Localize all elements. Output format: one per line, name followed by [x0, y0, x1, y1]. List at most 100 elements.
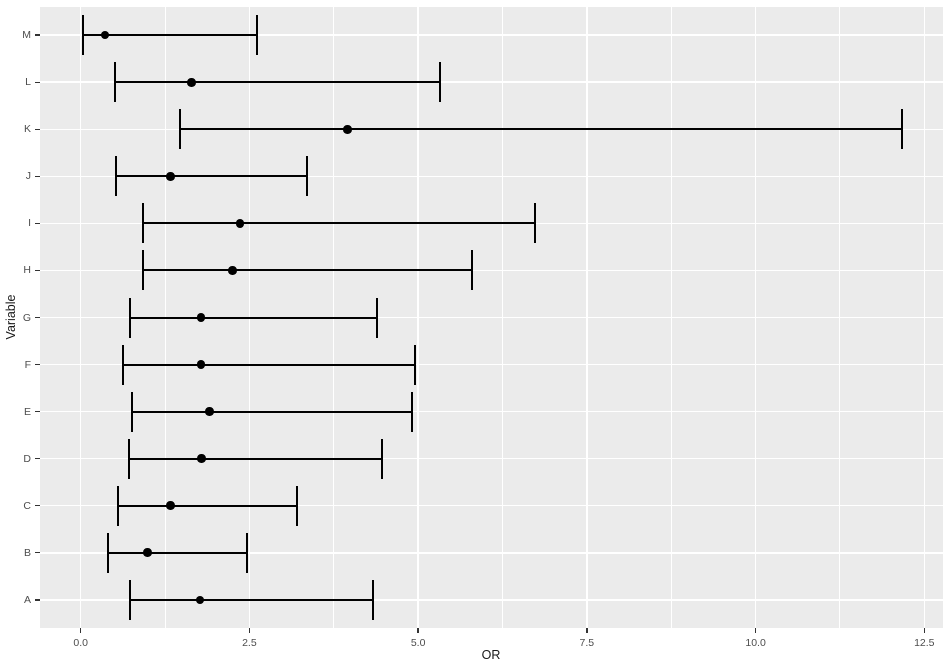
y-tick-label: J	[25, 170, 31, 183]
y-tick-label: B	[23, 546, 31, 559]
grid-major-horizontal	[40, 175, 943, 178]
point-E	[205, 407, 214, 416]
x-tick-label: 0.0	[73, 637, 88, 649]
x-tick-label: 5.0	[410, 637, 426, 649]
x-axis-tick	[586, 628, 588, 633]
y-axis-tick	[35, 551, 40, 554]
y-axis-tick	[35, 599, 40, 601]
y-tick-label: L	[25, 76, 31, 89]
x-tick-label: 12.5	[914, 637, 935, 649]
errorbar-cap-low-E	[130, 391, 133, 432]
errorbar-line-H	[142, 269, 473, 272]
y-tick-label: E	[23, 405, 31, 418]
y-axis-tick	[35, 128, 40, 131]
point-J	[166, 172, 175, 181]
y-axis-tick	[35, 81, 40, 84]
y-tick-label: A	[23, 593, 31, 606]
x-axis-title: OR	[481, 648, 501, 662]
y-tick-label: H	[23, 264, 31, 277]
errorbar-line-K	[179, 128, 903, 131]
y-axis-tick	[35, 410, 40, 413]
point-A	[195, 595, 205, 605]
grid-major-horizontal	[40, 410, 943, 413]
errorbar-cap-low-C	[117, 485, 120, 526]
point-M	[100, 30, 110, 40]
x-tick-label: 7.5	[579, 637, 595, 649]
errorbar-cap-high-M	[255, 15, 258, 56]
errorbar-line-L	[115, 81, 441, 84]
errorbar-cap-high-E	[411, 391, 414, 432]
errorbar-cap-high-D	[381, 438, 384, 479]
y-tick-label: M	[22, 29, 31, 42]
errorbar-cap-high-C	[296, 485, 299, 526]
y-axis-tick	[35, 222, 40, 225]
y-axis-tick	[35, 269, 40, 272]
x-axis-tick	[417, 628, 419, 633]
errorbar-cap-high-G	[375, 297, 378, 338]
point-G	[196, 313, 206, 322]
grid-major-horizontal	[40, 598, 943, 601]
errorbar-line-M	[82, 34, 257, 37]
errorbar-cap-high-A	[371, 579, 374, 620]
errorbar-cap-high-B	[245, 532, 248, 573]
y-axis-tick	[35, 504, 40, 507]
errorbar-line-G	[129, 316, 377, 319]
grid-major-horizontal	[40, 316, 943, 319]
y-axis-tick	[35, 34, 40, 36]
errorbar-cap-low-D	[128, 438, 131, 479]
y-tick-label: F	[24, 358, 31, 371]
errorbar-cap-high-L	[439, 62, 442, 103]
errorbar-cap-high-J	[305, 156, 308, 197]
y-tick-label: D	[23, 452, 31, 465]
errorbar-line-F	[123, 363, 415, 366]
errorbar-cap-low-A	[128, 579, 131, 620]
y-axis-tick	[35, 316, 40, 319]
y-axis-tick	[35, 457, 40, 460]
grid-major-horizontal	[40, 34, 943, 37]
errorbar-cap-high-I	[533, 203, 536, 244]
grid-major-horizontal	[40, 457, 943, 460]
errorbar-cap-low-J	[114, 156, 117, 197]
errorbar-line-D	[129, 457, 383, 460]
errorbar-cap-low-L	[114, 62, 117, 103]
point-D	[197, 454, 206, 463]
y-axis-tick	[35, 175, 40, 178]
x-axis-tick	[79, 628, 82, 633]
grid-major-horizontal	[40, 269, 943, 272]
errorbar-line-I	[142, 222, 535, 225]
errorbar-cap-low-M	[81, 15, 84, 56]
errorbar-line-J	[115, 175, 307, 178]
errorbar-line-B	[108, 551, 247, 554]
grid-major-horizontal	[40, 504, 943, 507]
x-tick-label: 10.0	[745, 637, 766, 649]
point-F	[196, 360, 206, 369]
x-axis-tick	[754, 628, 757, 633]
grid-major-horizontal	[40, 363, 943, 366]
errorbar-cap-low-F	[122, 344, 125, 385]
errorbar-cap-low-I	[141, 203, 144, 244]
y-tick-label: C	[23, 499, 31, 512]
point-H	[228, 266, 237, 275]
errorbar-line-C	[118, 504, 298, 507]
point-K	[343, 125, 352, 134]
point-L	[187, 78, 196, 87]
errorbar-line-A	[129, 598, 373, 601]
y-axis-tick	[35, 363, 40, 366]
grid-major-horizontal	[40, 551, 943, 554]
errorbar-cap-high-F	[413, 344, 416, 385]
errorbar-line-E	[131, 410, 413, 413]
x-axis-tick	[923, 628, 926, 633]
y-tick-label: G	[22, 311, 31, 324]
errorbar-cap-low-B	[107, 532, 110, 573]
errorbar-cap-low-H	[141, 250, 144, 291]
y-tick-label: I	[28, 217, 31, 230]
errorbar-cap-low-K	[178, 109, 181, 150]
point-C	[166, 501, 175, 510]
errorbar-cap-low-G	[128, 297, 131, 338]
x-tick-label: 2.5	[242, 637, 257, 649]
errorbar-cap-high-H	[471, 250, 474, 291]
grid-major-horizontal	[40, 81, 943, 84]
x-axis-tick	[248, 628, 251, 633]
y-tick-label: K	[23, 123, 31, 136]
